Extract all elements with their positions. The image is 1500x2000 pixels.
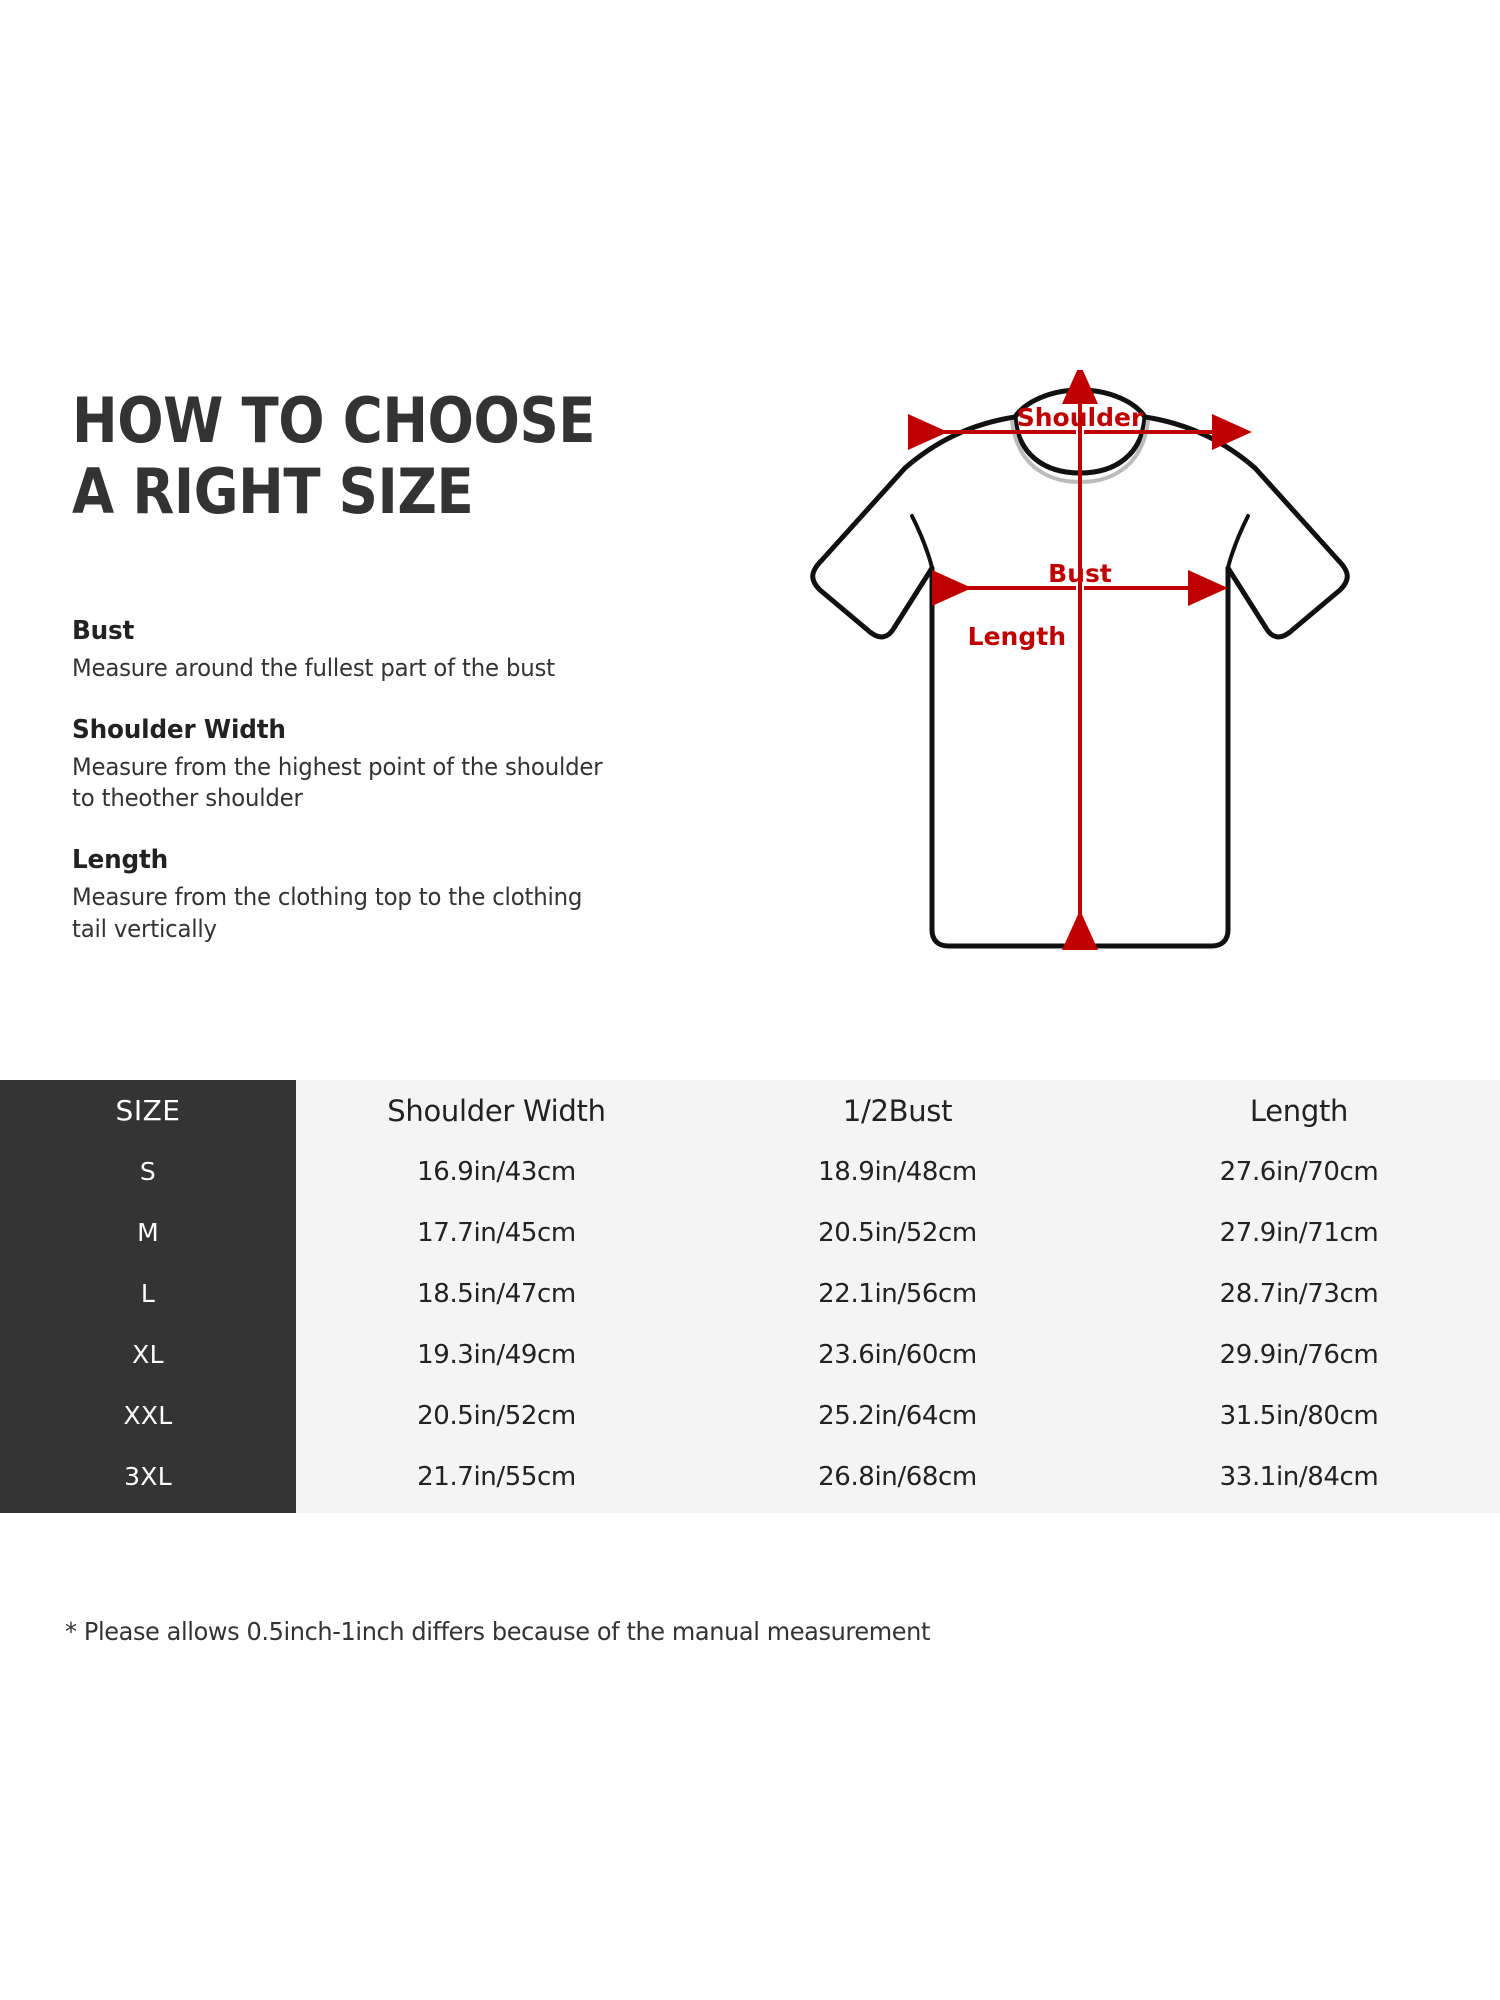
column-header-half-bust: 1/2Bust [697,1080,1098,1141]
table-row: XL 19.3in/49cm 23.6in/60cm 29.9in/76cm [0,1324,1500,1385]
cell-size: S [0,1141,296,1202]
length-label: Length [968,622,1066,651]
size-table: SIZE Shoulder Width 1/2Bust Length S 16.… [0,1080,1500,1513]
table-row: 3XL 21.7in/55cm 26.8in/68cm 33.1in/84cm [0,1446,1500,1507]
cell-half-bust: 20.5in/52cm [697,1202,1098,1263]
definition-term: Length [72,845,169,876]
cell-length: 27.6in/70cm [1098,1141,1500,1202]
definition-description: Measure from the highest point of the sh… [72,752,603,813]
table-header: SIZE Shoulder Width 1/2Bust Length [0,1080,1500,1141]
spacer-size-cell [0,1507,296,1513]
cell-shoulder-width: 16.9in/43cm [296,1141,697,1202]
table-bottom-spacer [0,1507,1500,1513]
table-header-row: SIZE Shoulder Width 1/2Bust Length [0,1080,1500,1141]
cell-half-bust: 25.2in/64cm [697,1385,1098,1446]
cell-shoulder-width: 17.7in/45cm [296,1202,697,1263]
definition-description: Measure around the fullest part of the b… [72,653,555,682]
definition-term: Shoulder Width [72,714,286,745]
cell-length: 28.7in/73cm [1098,1263,1500,1324]
info-section: HOW TO CHOOSE A RIGHT SIZE Bust Measure … [72,370,1400,1030]
column-header-length: Length [1098,1080,1500,1141]
cell-size: 3XL [0,1446,296,1507]
cell-length: 33.1in/84cm [1098,1446,1500,1507]
cell-length: 27.9in/71cm [1098,1202,1500,1263]
definition-shoulder-width: Shoulder Width Measure from the highest … [72,715,692,816]
cell-half-bust: 18.9in/48cm [697,1141,1098,1202]
cell-size: XXL [0,1385,296,1446]
cell-half-bust: 23.6in/60cm [697,1324,1098,1385]
table-row: M 17.7in/45cm 20.5in/52cm 27.9in/71cm [0,1202,1500,1263]
cell-shoulder-width: 19.3in/49cm [296,1324,697,1385]
spacer-cell [296,1507,697,1513]
column-header-size: SIZE [0,1080,296,1141]
text-column: HOW TO CHOOSE A RIGHT SIZE Bust Measure … [72,385,692,976]
cell-shoulder-width: 20.5in/52cm [296,1385,697,1446]
column-header-shoulder-width: Shoulder Width [296,1080,697,1141]
cell-size: L [0,1263,296,1324]
table-row: L 18.5in/47cm 22.1in/56cm 28.7in/73cm [0,1263,1500,1324]
cell-size: M [0,1202,296,1263]
spacer-cell [1098,1507,1500,1513]
cell-shoulder-width: 18.5in/47cm [296,1263,697,1324]
cell-length: 29.9in/76cm [1098,1324,1500,1385]
definition-description: Measure from the clothing top to the clo… [72,883,583,944]
table-body: S 16.9in/43cm 18.9in/48cm 27.6in/70cm M … [0,1141,1500,1513]
table-row: S 16.9in/43cm 18.9in/48cm 27.6in/70cm [0,1141,1500,1202]
spacer-cell [697,1507,1098,1513]
page-title: HOW TO CHOOSE A RIGHT SIZE [72,384,596,529]
cell-length: 31.5in/80cm [1098,1385,1500,1446]
cell-half-bust: 22.1in/56cm [697,1263,1098,1324]
definition-bust: Bust Measure around the fullest part of … [72,616,692,685]
measurement-disclaimer: * Please allows 0.5inch-1inch differs be… [65,1617,930,1646]
table-row: XXL 20.5in/52cm 25.2in/64cm 31.5in/80cm [0,1385,1500,1446]
definition-term: Bust [72,615,135,646]
cell-shoulder-width: 21.7in/55cm [296,1446,697,1507]
cell-size: XL [0,1324,296,1385]
definition-length: Length Measure from the clothing top to … [72,845,692,946]
measurement-definitions: Bust Measure around the fullest part of … [72,616,692,947]
tshirt-measurement-diagram: Shoulder Bust Length [760,370,1400,1030]
cell-half-bust: 26.8in/68cm [697,1446,1098,1507]
